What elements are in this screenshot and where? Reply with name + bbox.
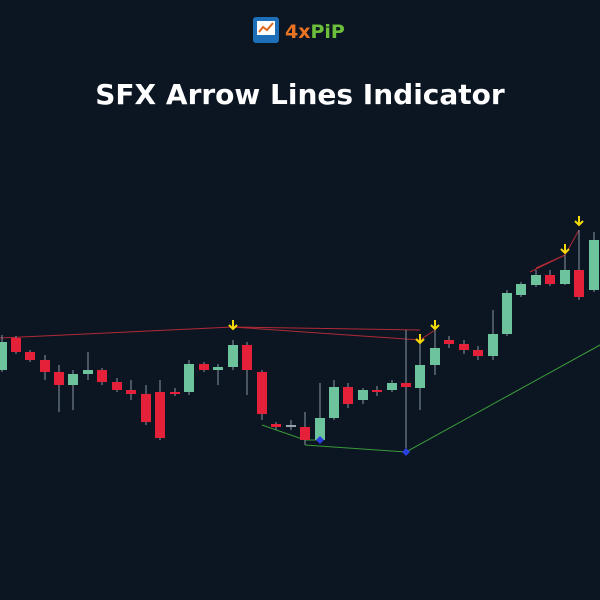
indicator-line [419, 329, 436, 341]
indicator-line [535, 254, 566, 269]
candle-body-bullish [0, 342, 7, 370]
candle-body-bullish [83, 370, 93, 374]
candle-body-bullish [415, 365, 425, 388]
marker [415, 334, 425, 345]
logo-text: 4xPiP [285, 21, 345, 43]
logo: 4xPiP [253, 17, 345, 43]
candle-body-bearish [97, 370, 107, 382]
candle-body-bullish [589, 240, 599, 290]
candle-body-bearish [242, 345, 252, 370]
candle-body-bullish [430, 348, 440, 365]
candle-body-bullish [68, 374, 78, 385]
candle-body-bullish [358, 390, 368, 400]
candle-body-bearish [112, 382, 122, 390]
marker [316, 436, 324, 444]
sell-arrows [228, 216, 584, 345]
candle-body-bullish [213, 367, 223, 370]
marker [430, 320, 440, 331]
candle-body-bearish [25, 352, 35, 360]
candle-body-bullish [184, 364, 194, 392]
candles [0, 230, 599, 452]
marker [560, 244, 570, 255]
logo-prefix: 4x [285, 21, 310, 43]
marker [574, 216, 584, 227]
candle-body-bearish [271, 424, 281, 427]
candle-body-bearish [444, 340, 454, 344]
candle-body-bearish [257, 372, 267, 414]
candle-body-bearish [473, 350, 483, 356]
candle-body-bearish [170, 392, 180, 394]
candle-body-bearish [126, 390, 136, 394]
candle-body-bullish [488, 334, 498, 356]
marker [402, 448, 410, 456]
indicator-line [232, 326, 421, 341]
candle-body-bearish [155, 392, 165, 438]
marker [228, 320, 238, 331]
buy-markers [316, 436, 410, 456]
candle-body-bullish [329, 387, 339, 418]
candle-body-bullish [531, 275, 541, 285]
title: SFX Arrow Lines Indicator [95, 78, 505, 111]
candle-body-bullish [516, 284, 526, 295]
candle-body-doji [286, 425, 296, 427]
candle-body-bearish [545, 275, 555, 284]
candle-body-bearish [574, 270, 584, 297]
candle-body-bearish [372, 390, 382, 392]
candle-body-bearish [300, 427, 310, 440]
logo-suffix: PiP [310, 21, 344, 43]
candle-body-bearish [343, 387, 353, 404]
candle-body-bearish [459, 344, 469, 350]
candle-body-bullish [228, 345, 238, 367]
logo-graph [258, 22, 274, 33]
candle-body-bearish [199, 364, 209, 370]
candle-body-bearish [401, 383, 411, 387]
candle-body-bearish [40, 360, 50, 372]
candle-body-bearish [11, 338, 21, 352]
candle-body-bullish [560, 270, 570, 284]
candle-body-bearish [54, 372, 64, 385]
candle-body-bullish [315, 418, 325, 440]
candle-body-bullish [387, 383, 397, 390]
candle-body-bullish [502, 293, 512, 334]
candle-body-bearish [141, 394, 151, 422]
